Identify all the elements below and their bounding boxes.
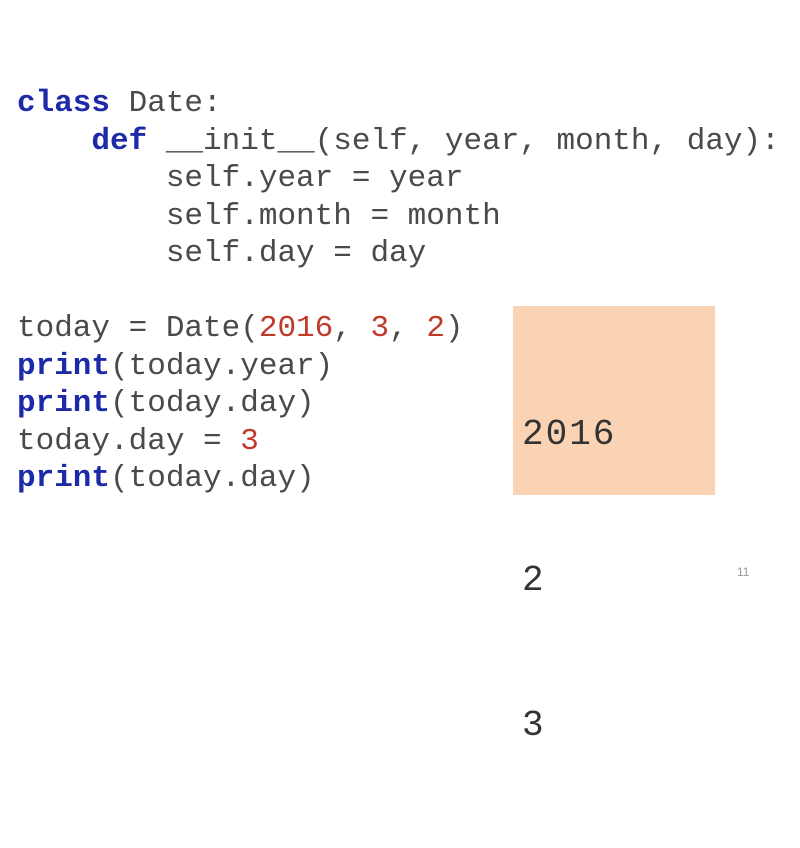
code-text: self.year = year bbox=[17, 161, 464, 196]
slide-number: 11 bbox=[737, 565, 750, 579]
code-text: self.month = month bbox=[17, 198, 501, 234]
code-line: print(today.year) bbox=[17, 348, 780, 386]
code-text bbox=[17, 124, 91, 159]
output-text: 2016 2 3 bbox=[522, 314, 616, 848]
code-line: print(today.day) bbox=[17, 460, 780, 498]
output-line: 3 bbox=[522, 705, 546, 746]
code-number: 3 bbox=[370, 311, 390, 346]
code-text: (today.day) bbox=[110, 386, 315, 421]
code-block: class Date: def __init__(self, year, mon… bbox=[17, 85, 780, 498]
code-keyword: def bbox=[91, 123, 148, 159]
code-text: today = Date( bbox=[17, 311, 259, 346]
code-line: print(today.day) bbox=[17, 385, 780, 423]
code-text: self.day = day bbox=[17, 236, 427, 271]
output-line: 2016 bbox=[522, 414, 617, 455]
code-keyword: class bbox=[17, 86, 111, 121]
code-text: ) bbox=[444, 311, 464, 346]
code-line: self.month = month bbox=[17, 198, 780, 236]
code-keyword: print bbox=[17, 386, 111, 421]
output-box: 2016 2 3 bbox=[513, 306, 715, 746]
code-keyword: print bbox=[17, 348, 111, 384]
code-keyword: print bbox=[17, 461, 111, 496]
code-text: (today.year) bbox=[110, 348, 334, 384]
code-line: class Date: bbox=[17, 85, 780, 123]
code-line: self.year = year bbox=[17, 160, 780, 198]
output-line: 2 bbox=[522, 559, 546, 601]
code-line: today.day = 3 bbox=[17, 423, 780, 461]
code-line: self.day = day bbox=[17, 235, 780, 273]
code-number: 2 bbox=[426, 311, 445, 346]
code-line: today = Date(2016, 3, 2) bbox=[17, 310, 780, 348]
code-text: (today.day) bbox=[110, 461, 315, 496]
code-number: 3 bbox=[240, 423, 259, 459]
code-text: , bbox=[389, 311, 427, 346]
code-number: 2016 bbox=[258, 311, 334, 346]
code-text: today.day = bbox=[17, 423, 241, 459]
code-line bbox=[17, 273, 780, 311]
code-line: def __init__(self, year, month, day): bbox=[17, 123, 780, 161]
code-text: , bbox=[333, 311, 371, 346]
code-text: __init__(self, year, month, day): bbox=[147, 123, 780, 159]
code-text: Date: bbox=[110, 86, 222, 121]
